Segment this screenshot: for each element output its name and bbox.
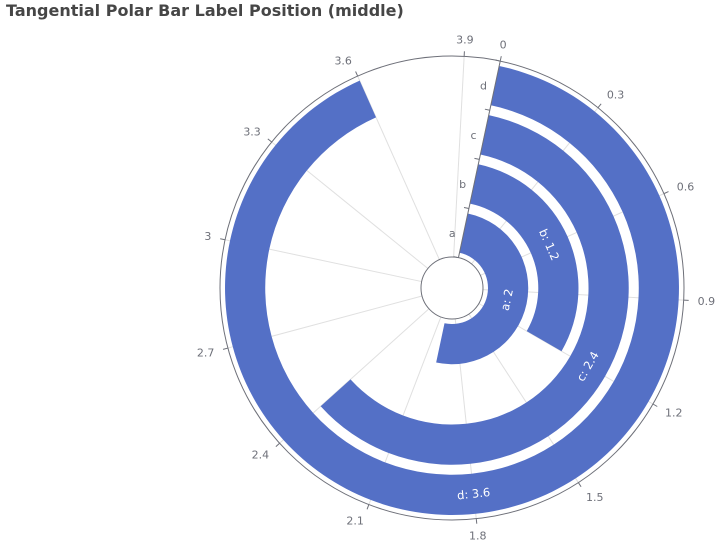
chart-title: Tangential Polar Bar Label Position (mid…	[6, 1, 404, 20]
angle-tick-label: 3.3	[243, 125, 261, 138]
angle-axis-line	[219, 55, 685, 521]
angle-tick	[355, 71, 359, 77]
grid-line	[453, 56, 465, 258]
bar-label-a: a: 2	[498, 288, 516, 312]
angle-tick-label: 3	[204, 230, 211, 243]
radius-tick	[484, 108, 490, 111]
angle-tick-label: 3.6	[334, 55, 352, 68]
angle-tick	[222, 347, 229, 350]
axes	[219, 51, 689, 524]
angle-tick-label: 0.9	[698, 295, 716, 308]
angle-tick-label: 1.8	[469, 530, 487, 543]
angle-tick-label: 0	[500, 38, 507, 51]
category-label-a: a	[449, 227, 456, 240]
radius-tick	[495, 59, 501, 62]
bar-c	[320, 115, 629, 465]
angle-tick-label: 2.1	[346, 514, 364, 527]
angle-tick-label: 0.3	[607, 88, 625, 101]
angle-tick	[577, 482, 582, 488]
angle-tick-label: 2.7	[197, 346, 215, 359]
angle-tick-label: 0.6	[677, 181, 695, 194]
category-label-d: d	[480, 80, 487, 93]
angle-tick	[366, 504, 370, 510]
bar-b	[469, 164, 579, 352]
category-label-c: c	[471, 129, 477, 142]
radius-tick	[463, 206, 469, 210]
angle-tick-label: 3.9	[456, 33, 474, 46]
angle-tick	[275, 442, 280, 447]
angle-tick-label: 1.5	[586, 491, 604, 504]
radius-tick	[474, 157, 480, 160]
angle-tick	[652, 403, 658, 407]
bar-a	[436, 213, 529, 365]
angle-tick-label: 1.2	[665, 407, 683, 420]
angle-tick	[220, 238, 226, 241]
angle-tick	[663, 191, 669, 195]
angle-tick	[475, 518, 478, 524]
radius-tick	[453, 256, 459, 259]
inner-circle	[420, 256, 484, 320]
angle-tick	[499, 56, 502, 62]
angle-tick-label: 2.4	[252, 449, 270, 462]
bar-series	[225, 65, 679, 515]
angle-tick	[267, 138, 273, 143]
category-label-b: b	[459, 178, 466, 191]
bar-label-d: d: 3.6	[456, 485, 490, 502]
angle-tick	[597, 103, 602, 109]
